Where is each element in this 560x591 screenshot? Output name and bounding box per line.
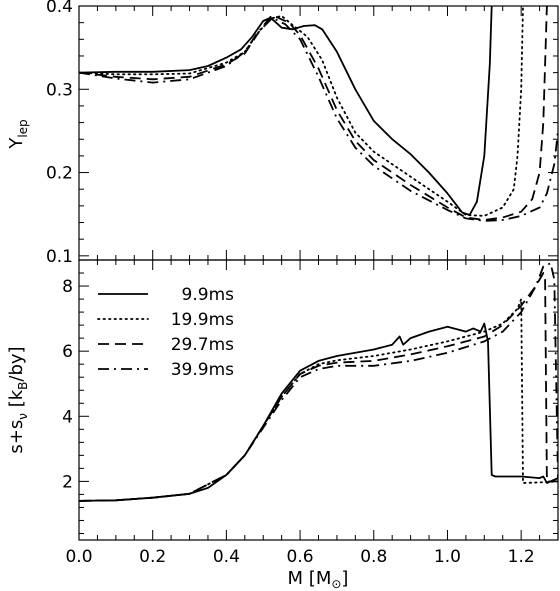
series-line-39-9ms bbox=[79, 262, 558, 502]
top-panel: 0.1 0.2 0.3 0.4 Ylep bbox=[6, 0, 559, 267]
top-y-ticks: 0.1 0.2 0.3 0.4 bbox=[46, 0, 558, 267]
legend-label: 29.7ms bbox=[171, 335, 234, 355]
legend-label: 19.9ms bbox=[171, 310, 234, 330]
top-x-ticks bbox=[78, 6, 559, 260]
top-series-group bbox=[79, 6, 558, 222]
top-y-axis-title-sub: lep bbox=[16, 119, 30, 137]
top-y-axis-title-main: Y bbox=[6, 137, 27, 150]
legend-label: 9.9ms bbox=[182, 285, 235, 305]
x-axis-title-main: M [M bbox=[288, 568, 332, 589]
series-line-9-9ms bbox=[79, 6, 493, 216]
x-tick-label: 0.0 bbox=[65, 547, 92, 567]
series-line-9-9ms bbox=[79, 322, 558, 502]
x-axis-title: M [M⊙] bbox=[288, 568, 349, 591]
y-tick-label: 0.1 bbox=[46, 247, 73, 267]
x-tick-label: 0.8 bbox=[360, 547, 387, 567]
bottom-y-axis-title-end2: /by] bbox=[6, 346, 27, 381]
series-line-39-9ms bbox=[79, 15, 558, 222]
bottom-y-axis-title-main: s+s bbox=[6, 420, 27, 454]
bottom-x-ticks: 0.0 0.2 0.4 0.6 0.8 1.0 1.2 bbox=[65, 260, 559, 567]
x-tick-label: 0.6 bbox=[287, 547, 314, 567]
series-line-29-7ms bbox=[79, 6, 548, 221]
x-axis-title-sym: ⊙ bbox=[331, 577, 341, 591]
bottom-y-axis-title-sub: ν bbox=[16, 413, 30, 420]
y-tick-label: 0.3 bbox=[46, 80, 73, 100]
series-line-19-9ms bbox=[79, 6, 524, 217]
x-tick-label: 0.2 bbox=[139, 547, 166, 567]
bottom-y-axis-title-end: [k bbox=[6, 389, 27, 413]
x-tick-label: 0.4 bbox=[213, 547, 240, 567]
top-y-axis-title: Ylep bbox=[6, 119, 30, 149]
legend: 9.9ms 19.9ms 29.7ms 39.9ms bbox=[97, 285, 235, 380]
bottom-panel: 2 4 6 8 0.0 0.2 0.4 0.6 0.8 1.0 1.2 9.9ms 19.9ms 29… bbox=[6, 259, 559, 591]
series-line-29-7ms bbox=[79, 272, 558, 502]
y-tick-label: 0.4 bbox=[46, 0, 73, 17]
y-tick-label: 4 bbox=[62, 407, 73, 427]
bottom-y-ticks: 2 4 6 8 bbox=[62, 259, 558, 534]
legend-label: 39.9ms bbox=[171, 360, 234, 380]
y-tick-label: 8 bbox=[62, 277, 73, 297]
x-axis-title-end: ] bbox=[341, 568, 348, 589]
bottom-y-axis-title: s+sν [kB/by] bbox=[6, 346, 30, 453]
y-tick-label: 0.2 bbox=[46, 164, 73, 184]
x-tick-label: 1.2 bbox=[508, 547, 535, 567]
bottom-y-axis-title-sub2: B bbox=[16, 382, 30, 390]
bottom-series-group bbox=[79, 262, 558, 502]
x-tick-label: 1.0 bbox=[434, 547, 461, 567]
y-tick-label: 2 bbox=[62, 472, 73, 492]
y-tick-label: 6 bbox=[62, 342, 73, 362]
